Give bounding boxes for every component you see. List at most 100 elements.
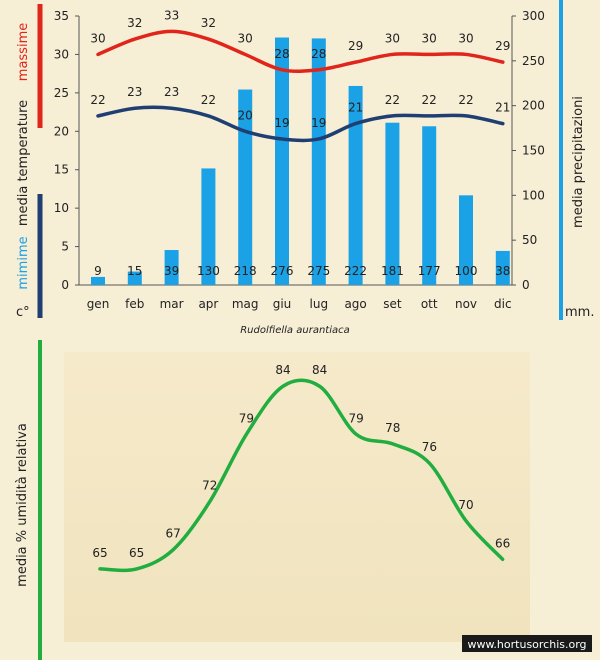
max-temperature-value-label: 33 [164, 8, 179, 22]
month-label: gen [87, 297, 110, 311]
min-temperature-value-label: 20 [238, 108, 253, 122]
humidity-value-label: 79 [239, 411, 254, 425]
min-temperature-label: mimime [16, 236, 31, 289]
right-tick-label: 50 [522, 233, 537, 247]
precipitation-bar [238, 89, 253, 285]
precipitation-bar [127, 271, 142, 285]
humidity-value-label: 72 [202, 479, 217, 493]
max-temperature-value-label: 30 [385, 31, 400, 45]
temperature-axis-label: media temperature [16, 100, 31, 226]
left-tick-label: 0 [61, 278, 69, 292]
right-tick-label: 100 [522, 188, 545, 202]
watermark-background [462, 635, 592, 652]
precipitation-bar [459, 195, 473, 285]
right-tick-label: 150 [522, 144, 545, 158]
precipitation-value-label: 15 [127, 264, 142, 278]
left-tick-label: 30 [54, 47, 69, 61]
precipitation-axis-label: media precipitazioni [571, 96, 586, 228]
min-temperature-value-label: 22 [90, 93, 105, 107]
max-temperature-value-label: 30 [238, 31, 253, 45]
precipitation-bar [164, 250, 179, 285]
month-label: mag [232, 297, 259, 311]
left-axis-ticks: 0 5 10 15 20 25 30 35 [54, 9, 79, 292]
temperature-unit-label: c° [16, 305, 30, 320]
min-temperature-value-label: 22 [385, 93, 400, 107]
humidity-axis-label: media % umidità relativa [15, 423, 30, 587]
right-tick-label: 250 [522, 54, 545, 68]
precipitation-bar [91, 276, 105, 285]
precipitation-value-label: 130 [197, 264, 220, 278]
precipitation-bar [422, 126, 437, 285]
right-tick-label: 300 [522, 9, 545, 23]
watermark-text: www.hortusorchis.org [467, 638, 586, 651]
month-label: mar [160, 297, 184, 311]
humidity-value-label: 78 [385, 421, 400, 435]
left-tick-label: 35 [54, 9, 69, 23]
month-label: lug [310, 297, 329, 311]
max-temperature-line [96, 29, 505, 74]
max-temperature-value-label: 28 [311, 47, 326, 61]
max-temperature-value-label: 29 [348, 39, 363, 53]
chart-title: Rudolfiella aurantiaca [240, 325, 350, 336]
humidity-value-label: 66 [495, 536, 510, 550]
max-temperature-value-label: 30 [90, 31, 105, 45]
precipitation-value-label: 9 [94, 264, 102, 278]
precipitation-value-label: 276 [271, 264, 294, 278]
humidity-value-label: 70 [458, 498, 473, 512]
precipitation-bar [201, 168, 216, 285]
humidity-value-label: 84 [275, 363, 290, 377]
month-labels: gen feb mar apr mag giu lug ago set ott nov dic [87, 297, 512, 311]
precipitation-value-labels: 9 15 39 130 218 276 275 222 181 177 100 38 [94, 264, 510, 278]
min-temperature-value-label: 19 [311, 116, 326, 130]
min-temperature-value-label: 21 [495, 101, 510, 115]
max-temperature-label: massime [16, 23, 31, 81]
precipitation-bar [495, 250, 510, 285]
watermark: www.hortusorchis.org [462, 635, 592, 652]
precipitation-value-label: 222 [344, 264, 367, 278]
min-temperature-value-label: 22 [422, 93, 437, 107]
precipitation-unit-label: mm. [565, 305, 594, 320]
humidity-chart: media % umidità relativa 65 65 67 72 79 84 84 7… [15, 340, 530, 660]
humidity-value-label: 79 [349, 411, 364, 425]
max-temperature-value-label: 30 [422, 31, 437, 45]
precipitation-bar [348, 85, 363, 285]
right-tick-label: 200 [522, 99, 545, 113]
precipitation-value-label: 181 [381, 264, 404, 278]
humidity-value-labels: 65 65 67 72 79 84 84 79 78 76 70 66 [92, 363, 510, 560]
month-label: feb [125, 297, 144, 311]
humidity-line [98, 378, 505, 573]
left-tick-label: 10 [54, 201, 69, 215]
humidity-value-label: 65 [92, 546, 107, 560]
precipitation-bar [385, 122, 400, 285]
max-temperature-value-labels: 30 32 33 32 30 28 28 29 30 30 30 29 [90, 8, 510, 60]
precipitation-bar [311, 38, 326, 285]
min-temperature-value-label: 23 [127, 85, 142, 99]
max-temperature-value-label: 28 [274, 47, 289, 61]
precipitation-value-label: 177 [418, 264, 441, 278]
left-tick-label: 25 [54, 86, 69, 100]
month-label: nov [455, 297, 477, 311]
max-temperature-value-label: 32 [127, 16, 142, 30]
precipitation-bars [91, 37, 510, 285]
left-tick-label: 5 [61, 240, 69, 254]
month-label: ago [344, 297, 366, 311]
min-temperature-value-label: 22 [201, 93, 216, 107]
right-tick-label: 0 [522, 278, 530, 292]
temperature-precipitation-chart: 0 5 10 15 20 25 30 35 0 50 100 150 200 250 300 gen feb… [16, 0, 594, 336]
min-temperature-value-label: 19 [274, 116, 289, 130]
min-temperature-value-label: 22 [458, 93, 473, 107]
precipitation-value-label: 218 [234, 264, 257, 278]
humidity-value-label: 67 [166, 527, 181, 541]
month-label: giu [273, 297, 292, 311]
min-temperature-line [96, 105, 505, 143]
precipitation-value-label: 38 [495, 264, 510, 278]
max-temperature-value-label: 32 [201, 16, 216, 30]
right-axis-ticks: 0 50 100 150 200 250 300 [512, 9, 545, 292]
min-temperature-value-labels: 22 23 23 22 20 19 19 21 22 22 22 21 [90, 85, 510, 130]
humidity-value-label: 84 [312, 363, 327, 377]
precipitation-bar [275, 37, 289, 285]
min-temperature-value-label: 21 [348, 101, 363, 115]
month-label: ott [421, 297, 438, 311]
left-tick-label: 20 [54, 124, 69, 138]
